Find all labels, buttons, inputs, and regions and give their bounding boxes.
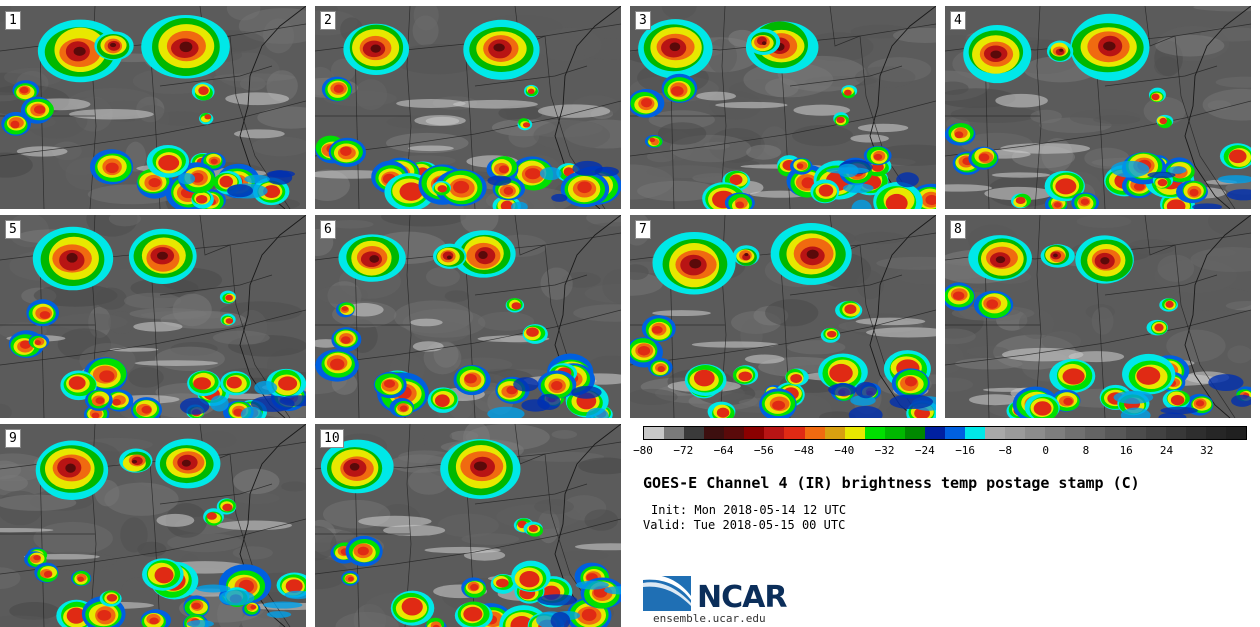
colorbar-swatch xyxy=(1145,427,1166,439)
colorbar-swatch xyxy=(864,427,885,439)
colorbar-tick-label: 8 xyxy=(1082,444,1090,457)
colorbar-swatch xyxy=(844,427,865,439)
postage-stamp-panel: 3 xyxy=(630,6,936,209)
ir-satellite-map xyxy=(0,6,306,209)
panel-number-label: 6 xyxy=(320,220,336,239)
ir-satellite-map xyxy=(945,215,1251,418)
ir-satellite-map xyxy=(315,424,621,627)
postage-stamp-panel: 10 xyxy=(315,424,621,627)
colorbar-tick-label: 32 xyxy=(1200,444,1214,457)
colorbar-tick-label: 0 xyxy=(1042,444,1049,457)
colorbar-tick-label: −16 xyxy=(955,444,976,457)
ir-satellite-map xyxy=(630,215,936,418)
colorbar-swatch xyxy=(1165,427,1186,439)
colorbar-swatch xyxy=(1085,427,1106,439)
colorbar-swatch xyxy=(1125,427,1146,439)
colorbar-swatch xyxy=(784,427,805,439)
init-time: Init: Mon 2018-05-14 12 UTC xyxy=(651,503,847,517)
colorbar-swatch xyxy=(1105,427,1126,439)
postage-stamp-panel: 5 xyxy=(0,215,306,418)
colorbar-swatch xyxy=(1025,427,1046,439)
colorbar-swatch xyxy=(965,427,986,439)
panel-number-label: 4 xyxy=(950,11,966,30)
ir-satellite-map xyxy=(315,6,621,209)
colorbar-swatch xyxy=(704,427,725,439)
colorbar-swatch xyxy=(1185,427,1206,439)
postage-stamp-panel: 7 xyxy=(630,215,936,418)
colorbar-swatch xyxy=(1005,427,1026,439)
colorbar-swatch xyxy=(744,427,765,439)
ir-satellite-map xyxy=(630,6,936,209)
colorbar-tick-label: 24 xyxy=(1159,444,1174,457)
panel-number-label: 10 xyxy=(320,429,344,448)
colorbar-swatch xyxy=(684,427,705,439)
colorbar-swatch xyxy=(944,427,965,439)
panel-number-label: 7 xyxy=(635,220,651,239)
figure-title: GOES-E Channel 4 (IR) brightness temp po… xyxy=(643,474,1140,492)
colorbar-tick-label: −64 xyxy=(713,444,734,457)
postage-stamp-panel: 2 xyxy=(315,6,621,209)
colorbar-swatch xyxy=(1205,427,1226,439)
colorbar-tick-label: −48 xyxy=(794,444,814,457)
ir-satellite-map xyxy=(0,424,306,627)
postage-stamp-panel: 9 xyxy=(0,424,306,627)
ir-satellite-map xyxy=(315,215,621,418)
postage-stamp-panel: 8 xyxy=(945,215,1251,418)
colorbar-swatch xyxy=(1065,427,1086,439)
panel-number-label: 1 xyxy=(5,11,21,30)
colorbar-swatch xyxy=(824,427,845,439)
colorbar-tick-label: −32 xyxy=(874,444,895,457)
colorbar-swatch xyxy=(724,427,745,439)
colorbar-tick-label: −40 xyxy=(834,444,855,457)
valid-time: Valid: Tue 2018-05-15 00 UTC xyxy=(643,518,846,532)
panel-number-label: 3 xyxy=(635,11,651,30)
colorbar-tick-label: 16 xyxy=(1119,444,1133,457)
colorbar-tick-label: −72 xyxy=(673,444,694,457)
colorbar-tick-label: −80 xyxy=(633,444,653,457)
colorbar-swatch xyxy=(664,427,685,439)
postage-stamp-panel: 1 xyxy=(0,6,306,209)
colorbar-swatch xyxy=(644,427,665,439)
colorbar-swatch xyxy=(884,427,905,439)
postage-stamp-panel: 6 xyxy=(315,215,621,418)
colorbar-swatch xyxy=(924,427,945,439)
colorbar-tick-label: −56 xyxy=(753,444,774,457)
panel-number-label: 8 xyxy=(950,220,966,239)
panel-number-label: 9 xyxy=(5,429,21,448)
colorbar-tick-label: −24 xyxy=(914,444,935,457)
site-url[interactable]: ensemble.ucar.edu xyxy=(653,612,766,625)
panel-number-label: 5 xyxy=(5,220,21,239)
colorbar-swatch xyxy=(904,427,925,439)
ir-satellite-map xyxy=(0,215,306,418)
ncar-logo-icon xyxy=(643,574,691,611)
colorbar-swatch xyxy=(804,427,825,439)
logo-text: NCAR xyxy=(697,580,787,615)
colorbar-tick-label: −8 xyxy=(998,444,1013,457)
colorbar-swatch xyxy=(985,427,1006,439)
panel-number-label: 2 xyxy=(320,11,336,30)
postage-stamp-panel: 4 xyxy=(945,6,1251,209)
ir-satellite-map xyxy=(945,6,1251,209)
colorbar-ticks: −80 −72 −64 −56 −48 −40 −32 −24 −16 −8 0 8 16 24 32 xyxy=(633,444,1247,460)
colorbar-swatch xyxy=(1045,427,1066,439)
colorbar-swatch xyxy=(1225,427,1246,439)
colorbar xyxy=(643,426,1247,440)
colorbar-swatch xyxy=(764,427,785,439)
